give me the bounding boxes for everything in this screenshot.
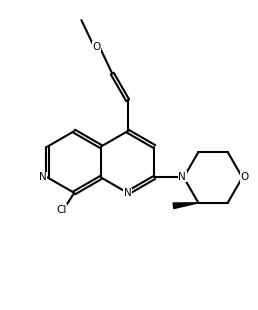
Text: O: O (93, 42, 101, 52)
Text: Cl: Cl (57, 205, 67, 215)
Text: N: N (124, 188, 132, 198)
Text: N: N (179, 172, 186, 182)
Text: O: O (240, 172, 249, 183)
Text: N: N (38, 172, 46, 183)
Polygon shape (173, 203, 198, 209)
